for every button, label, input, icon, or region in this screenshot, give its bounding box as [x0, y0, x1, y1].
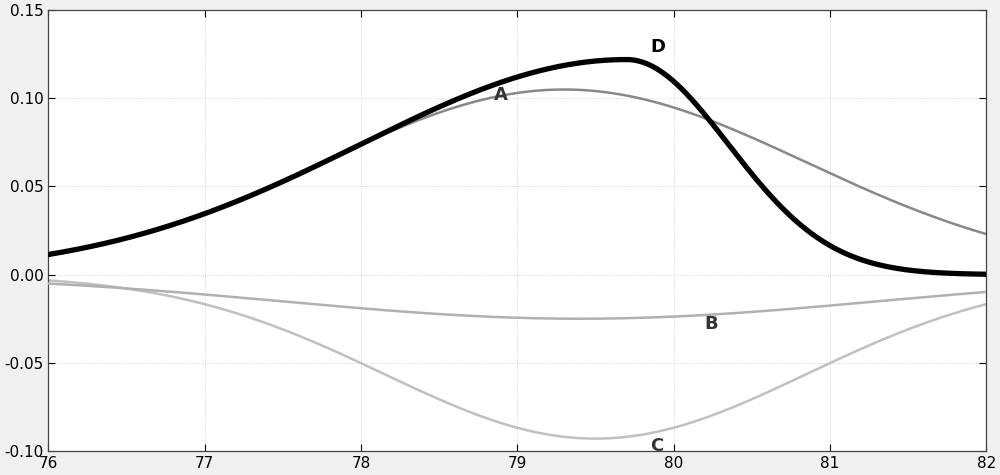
- Text: A: A: [494, 86, 508, 104]
- Text: D: D: [650, 38, 665, 57]
- Text: B: B: [705, 315, 718, 333]
- Text: C: C: [650, 437, 663, 455]
